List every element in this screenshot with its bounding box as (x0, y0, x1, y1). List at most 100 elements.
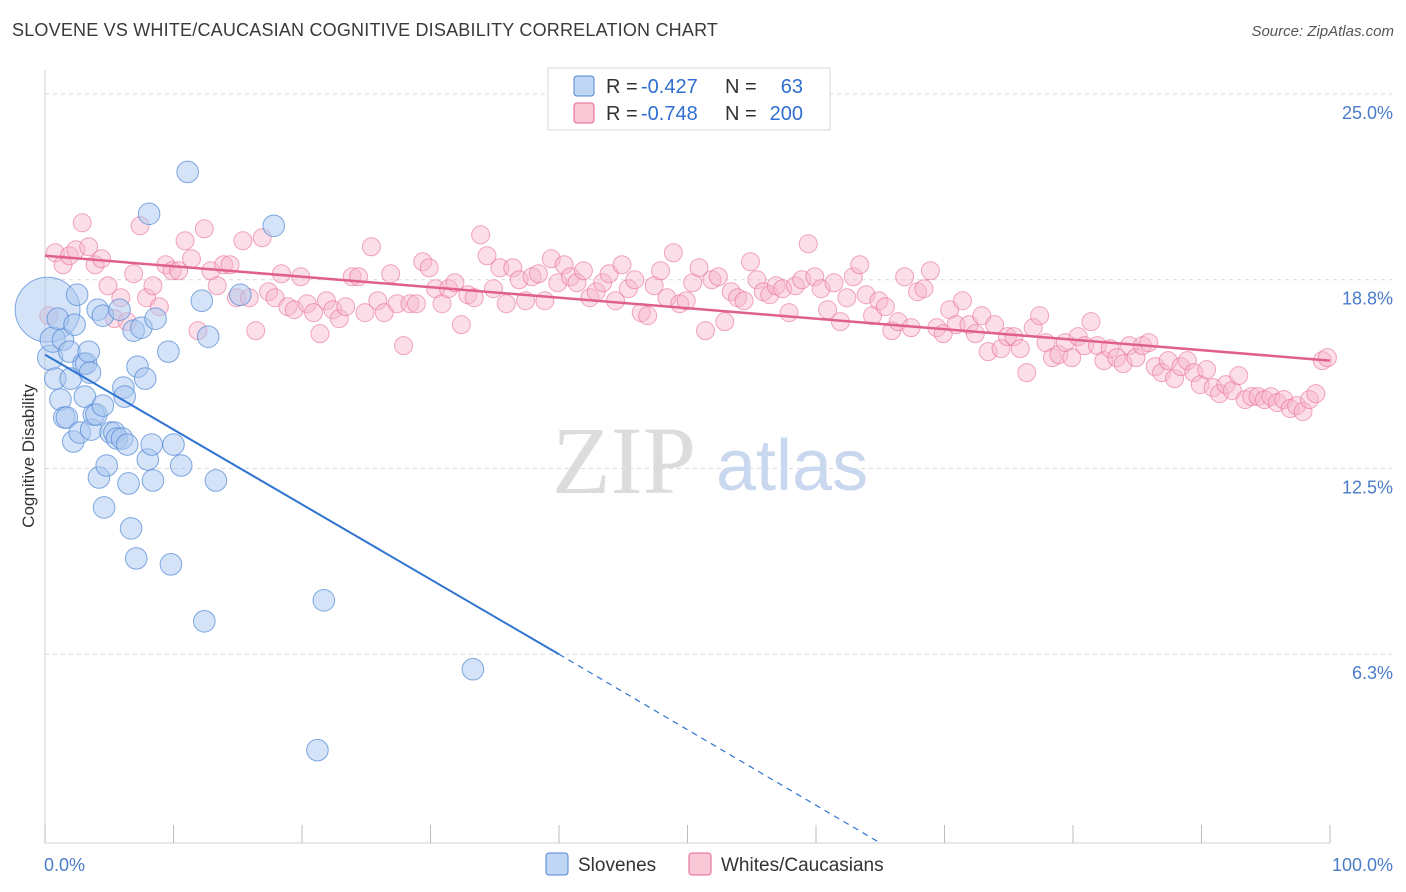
data-point-whites (567, 273, 587, 293)
data-point-whites (1242, 387, 1262, 407)
data-point-whites (715, 312, 735, 332)
legend-r-label-whites: R = (606, 103, 638, 125)
data-point-whites (1317, 348, 1337, 368)
data-point-whites (284, 300, 304, 320)
legend-n-value-slovenes: 63 (781, 76, 803, 98)
legend-r-label-slovenes: R = (606, 76, 638, 98)
data-point-whites (336, 297, 356, 317)
data-point-slovenes (204, 469, 228, 492)
data-point-whites (477, 246, 497, 266)
series-legend-label-slovenes: Slovenes (578, 855, 656, 876)
data-point-slovenes (169, 454, 193, 477)
data-point-whites (528, 264, 548, 284)
data-point-slovenes (193, 609, 216, 633)
data-point-slovenes (113, 385, 136, 408)
data-point-whites (329, 309, 349, 329)
data-point-whites (997, 327, 1017, 347)
data-point-whites (143, 276, 163, 296)
data-point-whites (1139, 333, 1159, 353)
x-tick-labels: 0.0% 100.0% (44, 855, 1393, 875)
data-point-whites (798, 234, 818, 254)
data-point-whites (1126, 348, 1146, 368)
data-point-slovenes (119, 517, 143, 540)
data-point-whites (1229, 366, 1249, 386)
data-point-whites (72, 213, 92, 233)
data-point-slovenes (91, 394, 115, 417)
legend-r-value-whites: -0.748 (641, 103, 698, 125)
data-point-whites (914, 279, 934, 299)
data-point-whites (535, 291, 555, 311)
data-point-slovenes (92, 496, 116, 519)
data-point-whites (304, 303, 324, 323)
data-point-slovenes (262, 214, 286, 238)
data-point-whites (1177, 351, 1197, 371)
data-point-slovenes (124, 547, 148, 570)
data-point-whites (856, 285, 876, 305)
data-point-slovenes (108, 298, 131, 321)
data-point-whites (1017, 363, 1037, 383)
data-point-whites (689, 258, 709, 278)
data-point-whites (124, 264, 144, 284)
series-legend-swatch-slovenes (545, 852, 569, 876)
y-tick-label: 6.3% (1352, 663, 1393, 683)
data-point-whites (381, 264, 401, 284)
data-point-whites (355, 303, 375, 323)
data-point-whites (1197, 360, 1217, 380)
data-point-whites (503, 258, 523, 278)
data-point-whites (79, 237, 99, 257)
y-tick-label: 18.8% (1342, 289, 1393, 309)
data-point-whites (1094, 351, 1114, 371)
whites-caucasians-points (39, 213, 1337, 422)
watermark-atlas: atlas (716, 426, 868, 506)
data-point-whites (612, 255, 632, 275)
data-point-whites (1293, 402, 1313, 422)
trend-line-whites (44, 254, 1331, 362)
data-point-whites (1158, 351, 1178, 371)
data-point-whites (509, 270, 529, 290)
data-point-whites (651, 261, 671, 281)
data-point-whites (1081, 312, 1101, 332)
data-point-slovenes (229, 283, 252, 307)
data-point-slovenes (63, 313, 86, 336)
data-point-slovenes (95, 454, 118, 477)
data-point-slovenes (133, 367, 157, 390)
data-point-whites (246, 321, 266, 341)
data-point-whites (792, 270, 812, 290)
axes (44, 70, 1331, 844)
chart-title: SLOVENE VS WHITE/CAUCASIAN COGNITIVE DIS… (12, 20, 719, 40)
series-legend: Slovenes Whites/Caucasians (545, 852, 884, 876)
data-point-whites (406, 294, 426, 314)
data-point-whites (837, 288, 857, 308)
data-point-slovenes (117, 472, 140, 495)
data-point-whites (708, 267, 728, 287)
legend-swatch-slovenes (573, 75, 595, 97)
correlation-legend: R = -0.427 N = 63 R = -0.748 N = 200 (547, 67, 831, 131)
data-point-whites (181, 249, 201, 269)
data-point-whites (98, 276, 118, 296)
data-point-slovenes (176, 160, 199, 184)
data-point-whites (1306, 384, 1326, 404)
data-point-whites (419, 258, 439, 278)
data-point-whites (734, 291, 754, 311)
data-point-whites (811, 279, 831, 299)
series-legend-swatch-whites (688, 852, 712, 876)
data-point-slovenes (137, 202, 161, 226)
data-point-whites (573, 261, 593, 281)
data-point-whites (663, 243, 683, 263)
data-point-whites (1049, 345, 1069, 365)
data-point-whites (805, 267, 825, 287)
y-tick-label: 25.0% (1342, 103, 1393, 123)
data-point-slovenes (157, 340, 180, 363)
data-point-slovenes (55, 406, 79, 429)
trend-line-slovenes-extension (558, 653, 881, 844)
data-point-whites (175, 231, 195, 251)
data-point-slovenes (140, 433, 163, 456)
data-point-whites (451, 315, 471, 335)
data-point-slovenes (306, 738, 329, 762)
data-point-whites (471, 225, 491, 245)
trend-line-slovenes (44, 353, 560, 656)
data-point-whites (1030, 306, 1050, 326)
data-point-whites (400, 294, 420, 314)
data-point-whites (965, 324, 985, 344)
